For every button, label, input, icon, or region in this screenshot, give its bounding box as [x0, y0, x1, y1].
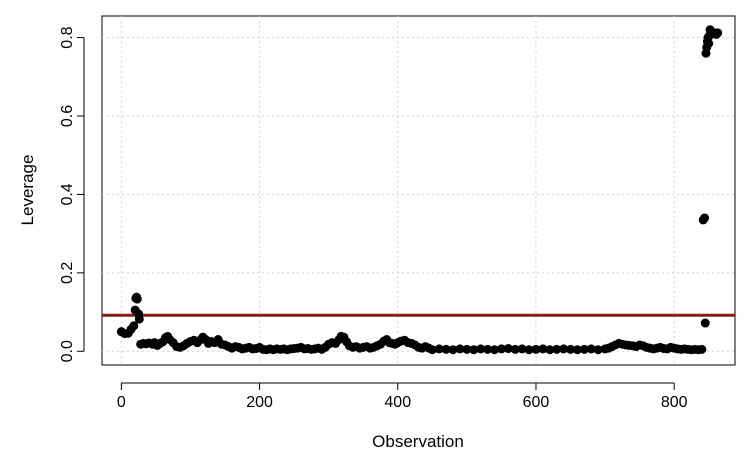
- x-tick-label: 200: [246, 394, 273, 411]
- plot-frame: [101, 15, 736, 366]
- y-tick-label: 0.2: [59, 262, 76, 284]
- y-tick-label: 0.6: [59, 105, 76, 127]
- data-point: [697, 344, 707, 354]
- data-point: [713, 28, 723, 38]
- data-point: [700, 213, 710, 223]
- data-points: [116, 25, 723, 355]
- data-point: [704, 38, 714, 48]
- x-tick-label: 0: [117, 394, 126, 411]
- data-point: [129, 321, 139, 331]
- y-tick-label: 0.4: [59, 183, 76, 205]
- y-tick-label: 0.8: [59, 26, 76, 48]
- x-tick-label: 600: [523, 394, 550, 411]
- data-point: [132, 294, 142, 304]
- y-axis-label: Leverage: [18, 155, 37, 226]
- y-tick-label: 0.0: [59, 340, 76, 362]
- x-tick-label: 400: [384, 394, 411, 411]
- x-axis: 0 200 400 600 800: [117, 382, 688, 411]
- x-axis-label: Observation: [372, 432, 464, 451]
- x-tick-label: 800: [661, 394, 688, 411]
- grid: [102, 16, 735, 365]
- data-point: [700, 318, 710, 328]
- y-axis: 0.0 0.2 0.4 0.6 0.8: [59, 26, 85, 362]
- data-point: [134, 314, 144, 324]
